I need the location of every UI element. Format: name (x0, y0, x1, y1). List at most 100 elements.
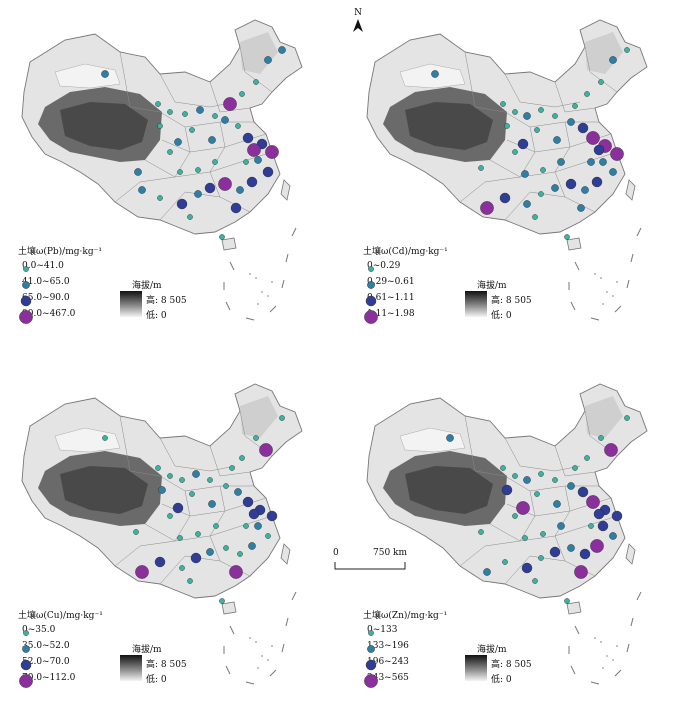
north-label: N (354, 8, 362, 18)
sample-point (584, 91, 590, 97)
sample-point (564, 234, 570, 240)
sample-point (253, 79, 259, 85)
legend-label: 35.0~52.0 (22, 641, 70, 651)
sample-point (516, 501, 530, 515)
sample-point (192, 470, 200, 478)
sample-point (553, 136, 561, 144)
legend-item: 243~565 (363, 673, 409, 688)
legend-label: 70.0~112.0 (22, 673, 76, 683)
sample-point (235, 123, 241, 129)
sample-point (157, 123, 163, 129)
scale-line (334, 562, 406, 570)
sample-point (521, 562, 533, 574)
map-panel-cu: 土壤ω(Cu)/mg·kg⁻¹ 0~35.0 35.0~52.0 52.0~70.0… (10, 376, 340, 706)
sample-point (597, 520, 609, 532)
sea-islands (594, 273, 618, 305)
sample-point (591, 176, 603, 188)
sample-points (431, 47, 630, 240)
sample-point (189, 491, 195, 497)
map-panel-pb: 土壤ω(Pb)/mg·kg⁻¹ 0.0~41.0 41.0~65.0 65.0~90… (10, 12, 340, 342)
sample-point (101, 70, 109, 78)
sample-point (246, 176, 258, 188)
sample-point (167, 473, 173, 479)
elevation-title: 海拔/m (477, 281, 507, 291)
elevation-high: 高: 8 505 (146, 296, 187, 306)
legend-label: 0.29~0.61 (367, 277, 415, 287)
sample-point (223, 483, 229, 489)
elevation-legend: 海拔/m 高: 8 505 低: 0 (120, 278, 220, 328)
legend-swatch (20, 659, 32, 671)
sample-point (609, 168, 617, 176)
sample-point (239, 91, 245, 97)
sample-point (219, 598, 225, 604)
legend-swatch (365, 659, 377, 671)
sample-point (135, 565, 149, 579)
sample-point (236, 186, 244, 194)
sample-point (501, 484, 513, 496)
sample-point (167, 109, 173, 115)
sample-point (248, 542, 256, 550)
sample-point (259, 443, 273, 457)
sample-point (196, 106, 204, 114)
sample-point (221, 116, 229, 124)
sample-point (502, 559, 508, 565)
sample-point (534, 491, 540, 497)
sample-point (587, 158, 595, 166)
sample-point (195, 167, 201, 173)
sample-point (500, 465, 506, 471)
legend-swatch (22, 281, 30, 289)
legend-item: 133~196 (363, 641, 409, 653)
scale-zero: 0 (333, 548, 339, 558)
legend-title: 土壤ω(Pb)/mg·kg⁻¹ (18, 247, 102, 257)
legend-item: 65.0~90.0 (18, 294, 70, 307)
sample-point (504, 123, 510, 129)
sample-point (237, 551, 243, 557)
sample-point (242, 496, 254, 508)
legend-label: 0.61~1.11 (367, 293, 415, 303)
sample-point (204, 182, 216, 194)
china-map (366, 383, 648, 685)
elevation-legend: 海拔/m 高: 8 505 低: 0 (465, 278, 565, 328)
north-arrow: N (350, 8, 366, 37)
sample-point (611, 510, 623, 522)
sample-point (218, 177, 232, 191)
legend-swatch (365, 295, 377, 307)
sample-point (243, 159, 249, 165)
elevation-title: 海拔/m (132, 281, 162, 291)
sea-boundary (223, 227, 297, 321)
sample-point (534, 127, 540, 133)
legend-label: 243~565 (367, 673, 409, 683)
map-panel-zn: 土壤ω(Zn)/mg·kg⁻¹ 0~133 133~196 196~243 243~5… (355, 376, 685, 706)
legend-label: 52.0~70.0 (22, 657, 70, 667)
sample-point (538, 471, 544, 477)
legend-title: 土壤ω(Cd)/mg·kg⁻¹ (363, 247, 448, 257)
legend-label: 90.0~467.0 (22, 309, 76, 319)
sample-point (278, 46, 286, 54)
province-borders (459, 410, 618, 585)
map-panel-cd: 土壤ω(Cd)/mg·kg⁻¹ 0~0.29 0.29~0.61 0.61~1.11… (355, 12, 685, 342)
sea-islands (249, 273, 273, 305)
sample-point (208, 136, 216, 144)
sample-point (584, 455, 590, 461)
sample-point (512, 149, 518, 155)
legend-item: 0~133 (363, 626, 397, 636)
elevation-low: 低: 0 (146, 311, 167, 321)
sample-point (552, 113, 558, 119)
sample-point (538, 555, 544, 561)
sample-point (174, 138, 182, 146)
sample-point (253, 435, 259, 441)
legend-swatch (20, 295, 32, 307)
sample-point (158, 486, 166, 494)
scale-distance: 750 km (373, 548, 408, 558)
legend-label: 133~196 (367, 641, 409, 651)
sample-point (265, 533, 271, 539)
sample-point (593, 508, 605, 520)
sample-point (242, 132, 254, 144)
legend-item: 0~35.0 (18, 626, 55, 636)
sample-point (499, 192, 511, 204)
legend: 土壤ω(Pb)/mg·kg⁻¹ 0.0~41.0 41.0~65.0 65.0~90… (18, 248, 218, 338)
sample-point (512, 473, 518, 479)
sample-point (254, 156, 262, 164)
sample-point (523, 476, 531, 484)
sample-point (133, 529, 139, 535)
